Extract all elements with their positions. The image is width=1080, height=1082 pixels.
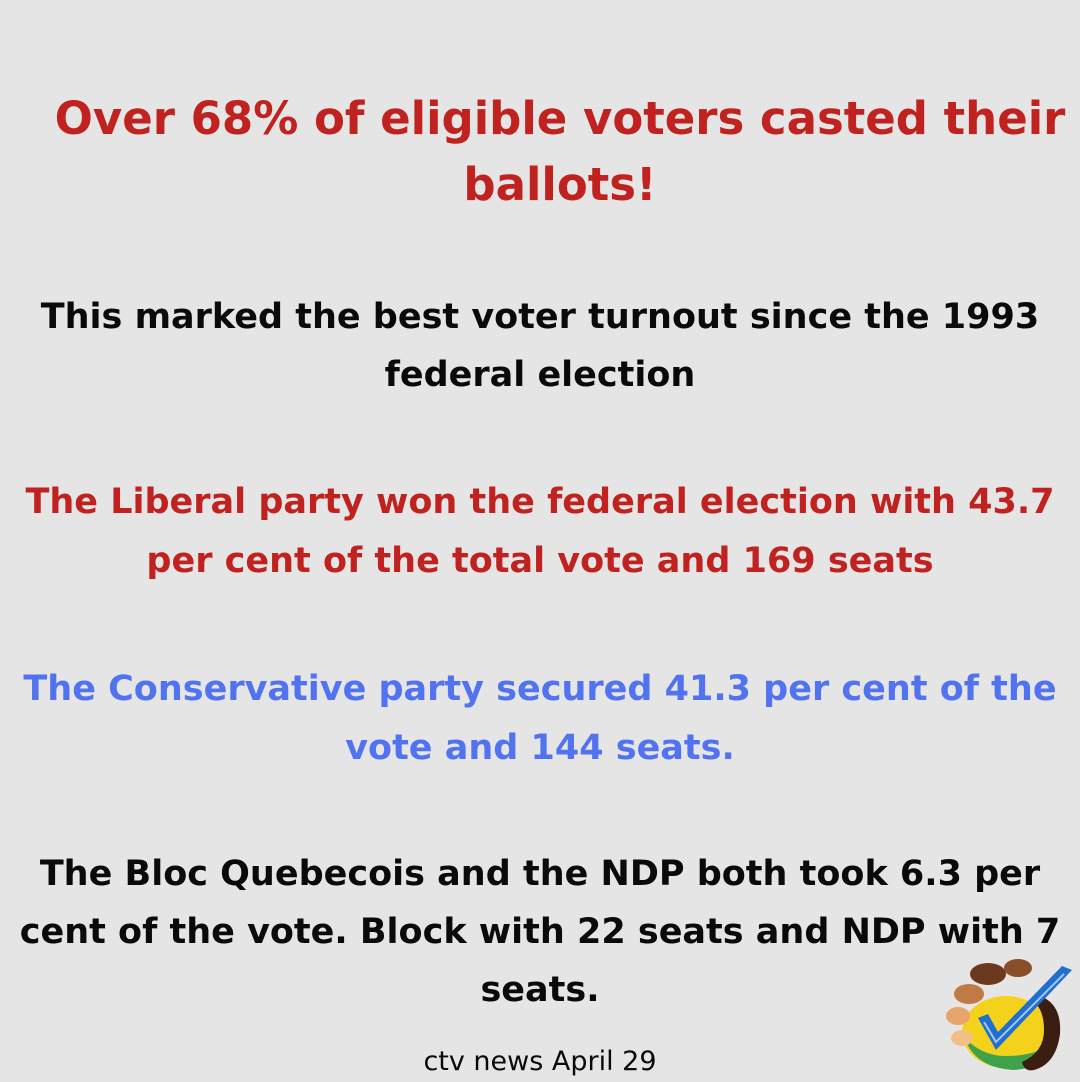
conservative-result: The Conservative party secured 41.3 per …: [23, 669, 1057, 768]
liberal-result: The Liberal party won the federal electi…: [25, 482, 1055, 581]
turnout-statement: This marked the best voter turnout since…: [40, 297, 1040, 395]
source-credit: ctv news April 29: [423, 1046, 657, 1077]
hands-checkmark-logo-icon: [946, 959, 1072, 1071]
bloc-ndp-result: The Bloc Quebecois and the NDP both took…: [19, 854, 1061, 1010]
headline: Over 68% of eligible voters casted their…: [54, 92, 1066, 211]
